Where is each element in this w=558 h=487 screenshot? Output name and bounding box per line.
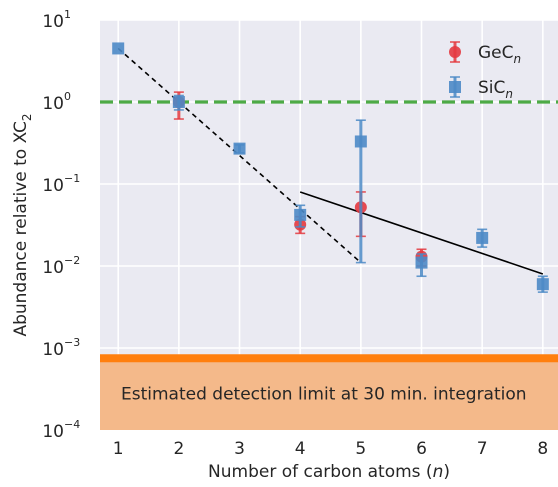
y-tick-base: 10	[42, 94, 64, 114]
x-tick-label: 8	[537, 439, 548, 459]
point-square	[476, 231, 489, 244]
legend-item-gecn: GeCn	[449, 41, 521, 66]
y-axis-label: Abundance relative to XC2	[11, 113, 34, 336]
y-tick-label: 10 −4	[42, 418, 80, 442]
x-tick-label: 6	[416, 439, 427, 459]
fit-line-solid	[299, 191, 544, 275]
x-tick-label: 1	[113, 439, 124, 459]
y-tick-exponent: −2	[64, 254, 80, 267]
y-tick-base: 10	[42, 176, 64, 196]
legend-point-circle	[449, 46, 461, 58]
data-series	[112, 42, 549, 293]
legend-label-sicn: SiCn	[478, 78, 513, 101]
detection-limit-band: Estimated detection limit at 30 min. int…	[100, 354, 558, 430]
y-tick-label: 10 0	[42, 90, 71, 114]
x-tick-label: 5	[355, 439, 366, 459]
x-tick-label: 2	[173, 439, 184, 459]
legend-label-gecn: GeCn	[478, 43, 521, 66]
y-tick-exponent: −3	[64, 336, 80, 349]
y-tick-label: 10 −3	[42, 336, 80, 360]
y-tick-base: 10	[42, 258, 64, 278]
y-tick-exponent: 0	[64, 90, 71, 103]
x-tick-label: 3	[234, 439, 245, 459]
legend-point-square	[449, 81, 461, 93]
point-square	[112, 42, 125, 55]
y-tick-label: 10 −1	[42, 172, 80, 196]
y-tick-exponent: 1	[64, 8, 71, 21]
y-tick-exponent: −4	[64, 418, 80, 431]
point-square	[294, 208, 307, 221]
series-sicn	[112, 42, 549, 293]
y-tick-base: 10	[42, 340, 64, 360]
fit-lines	[117, 47, 544, 275]
point-square	[172, 96, 185, 108]
y-tick-exponent: −1	[64, 172, 80, 185]
point-square	[415, 256, 428, 269]
detection-band-fill	[100, 358, 558, 430]
detection-band-label: Estimated detection limit at 30 min. int…	[121, 384, 527, 404]
legend-marker-sicn	[449, 76, 461, 98]
point-square	[354, 135, 367, 148]
y-tick-base: 10	[42, 12, 64, 32]
legend-item-sicn: SiCn	[449, 76, 513, 101]
legend: GeCn SiCn	[449, 41, 521, 101]
point-square	[536, 278, 549, 291]
y-tick-base: 10	[42, 422, 64, 442]
x-axis-label: Number of carbon atoms (n)	[208, 462, 450, 482]
x-tick-label: 4	[295, 439, 306, 459]
y-tick-label: 10 1	[42, 8, 71, 32]
x-tick-label: 7	[477, 439, 488, 459]
legend-marker-gecn	[449, 41, 461, 63]
y-tick-label: 10 −2	[42, 254, 80, 278]
point-square	[233, 142, 246, 155]
